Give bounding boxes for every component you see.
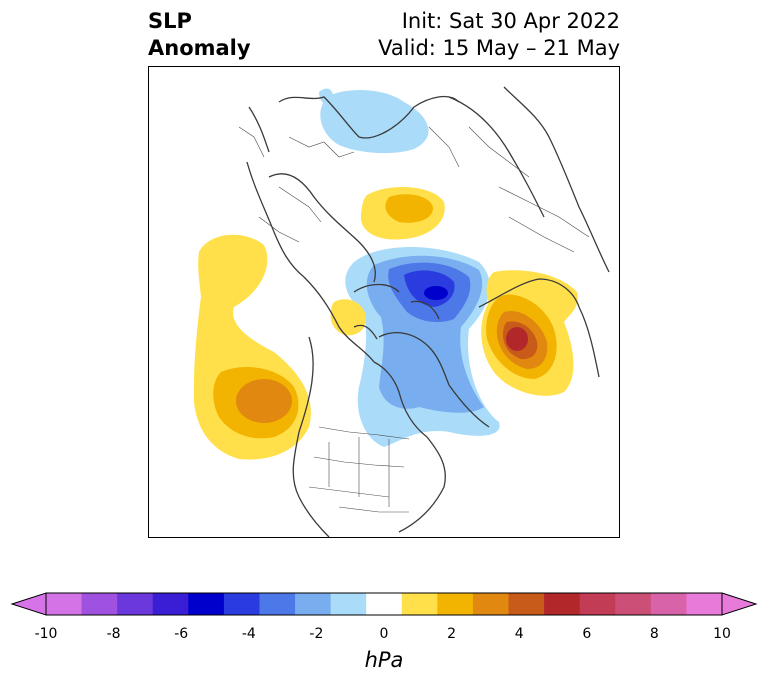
colorbar-tick-label: -4 [241, 626, 256, 642]
colorbar-max-extension [721, 592, 758, 616]
colorbar-cell [472, 593, 510, 615]
negative-anomaly-asia [319, 88, 429, 154]
init-date-label: Init: Sat 30 Apr 2022 [401, 9, 620, 33]
colorbar-cell [615, 593, 652, 615]
colorbar-unit-label: hPa [364, 648, 404, 672]
colorbar-cell [223, 593, 260, 615]
colorbar [10, 592, 758, 616]
colorbar-cells [46, 593, 723, 615]
colorbar-cell [544, 593, 581, 615]
colorbar-cell [686, 593, 723, 615]
colorbar-cell [650, 593, 687, 615]
colorbar-tick-label: 10 [713, 626, 731, 642]
map-panel [148, 66, 620, 538]
colorbar-tick-label: 8 [649, 626, 659, 642]
colorbar-cell [259, 593, 296, 615]
colorbar-tick-label: -6 [174, 626, 189, 642]
colorbar-min-extension [10, 592, 47, 616]
positive-anomaly-bering [481, 270, 578, 396]
coastlines [246, 86, 610, 537]
colorbar-cell [508, 593, 545, 615]
colorbar-cell [295, 593, 332, 615]
colorbar-tick-label: -10 [34, 626, 58, 642]
title-line-2: Anomaly [148, 36, 251, 60]
colorbar-cell [46, 593, 83, 615]
colorbar-cell [117, 593, 154, 615]
colorbar-tick-label: 4 [514, 626, 524, 642]
positive-anomaly-scandinavia [360, 186, 445, 240]
colorbar-tick-label: 2 [447, 626, 457, 642]
colorbar-tick-label: -8 [106, 626, 121, 642]
colorbar-cell [366, 593, 403, 615]
positive-anomaly-ne-pacific [193, 234, 311, 460]
anomaly-map [193, 86, 610, 537]
colorbar-cell [81, 593, 118, 615]
colorbar-tick-label: 0 [379, 626, 389, 642]
title-line-1: SLP [148, 9, 192, 33]
map-title: SLP Anomaly [148, 8, 251, 62]
colorbar-cell [188, 593, 225, 615]
colorbar-cell [437, 593, 474, 615]
negative-anomaly-arctic [345, 247, 500, 447]
colorbar-cell [401, 593, 438, 615]
borders [238, 126, 590, 513]
map-subtitle: Init: Sat 30 Apr 2022 Valid: 15 May – 21… [378, 8, 620, 62]
colorbar-tick-label: 6 [582, 626, 592, 642]
colorbar-tick-label: -2 [309, 626, 324, 642]
colorbar-cell [579, 593, 616, 615]
colorbar-cell [330, 593, 367, 615]
colorbar-cell [152, 593, 189, 615]
valid-range-label: Valid: 15 May – 21 May [378, 36, 620, 60]
